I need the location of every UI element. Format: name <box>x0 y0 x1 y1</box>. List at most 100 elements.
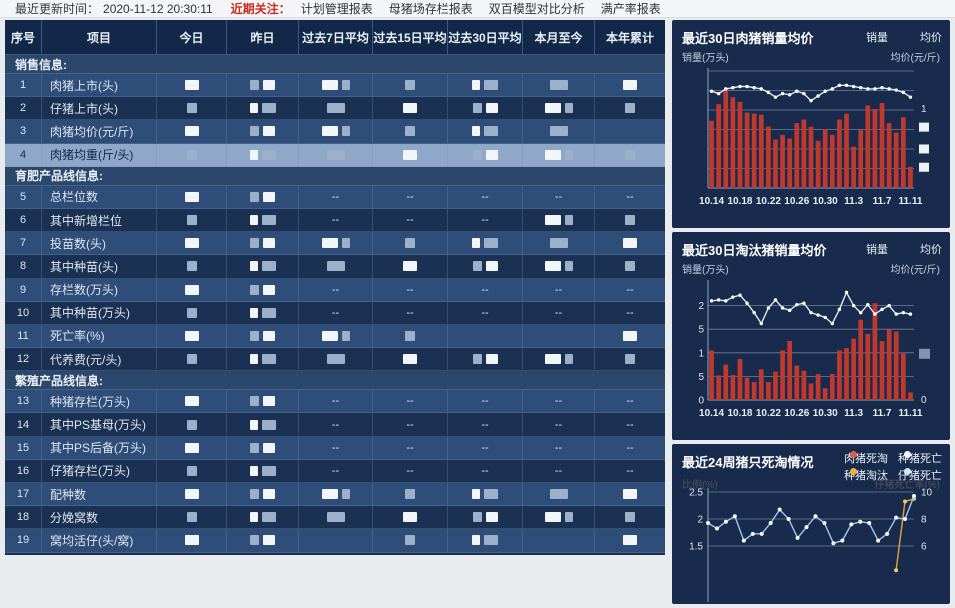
table-row[interactable]: 13 种猪存栏(万头) -- -- -- -- -- <box>5 390 665 414</box>
chart1-legend-volume[interactable]: 销量 <box>842 29 888 45</box>
chart3-legend-3[interactable]: 仔猪死亡 <box>898 467 942 483</box>
table-row[interactable]: 14 其中PS基母(万头) -- -- -- -- -- <box>5 413 665 437</box>
redacted-value <box>403 354 417 365</box>
redacted-value <box>544 512 561 523</box>
table-row[interactable]: 19 窝均活仔(头/窝) <box>5 529 665 553</box>
value-cell <box>595 97 665 119</box>
redacted-value <box>625 149 635 160</box>
redacted-value <box>564 103 573 114</box>
value-cell <box>299 529 373 552</box>
redacted-value <box>250 238 259 249</box>
redacted-value <box>485 149 498 160</box>
redacted-value <box>263 238 275 249</box>
table-row[interactable]: 10 其中种苗(万头) -- -- -- -- -- <box>5 301 665 325</box>
value-cell <box>595 144 665 166</box>
price-line <box>709 290 913 326</box>
chart2-legend-volume[interactable]: 销量 <box>842 241 888 257</box>
chart2-title: 最近30日淘汰猪销量均价 <box>682 243 827 258</box>
row-number: 3 <box>5 120 42 143</box>
column-header[interactable]: 过去15日平均 <box>373 20 448 55</box>
value-cell <box>448 324 523 348</box>
value-cell: -- <box>299 185 373 208</box>
redacted-value <box>249 465 258 476</box>
redacted-value <box>250 489 259 500</box>
value-cell <box>157 529 227 552</box>
value-cell <box>523 74 595 97</box>
table-row[interactable]: 15 其中PS后备(万头) -- -- -- -- -- <box>5 436 665 460</box>
value-cell: -- <box>523 459 595 482</box>
value-cell <box>299 506 373 529</box>
column-header[interactable]: 今日 <box>157 20 227 55</box>
value-cell <box>523 348 595 371</box>
value-cell <box>157 436 227 459</box>
series-仔猪死亡 <box>706 494 916 546</box>
table-row[interactable]: 3 肉猪均价(元/斤) <box>5 120 665 144</box>
report-link-0[interactable]: 计划管理报表 <box>300 2 373 16</box>
table-row[interactable]: 4 肉猪均重(斤/头) <box>5 143 665 167</box>
table-row[interactable]: 17 配种数 <box>5 483 665 507</box>
table-row[interactable]: 11 死亡率(%) <box>5 324 665 349</box>
report-link-2[interactable]: 双百模型对比分析 <box>488 2 585 16</box>
table-row[interactable]: 1 肉猪上市(头) <box>5 74 665 98</box>
column-header[interactable]: 昨日 <box>227 20 299 55</box>
redacted-value <box>184 284 199 295</box>
report-link-1[interactable]: 母猪场存栏报表 <box>388 2 473 16</box>
row-number: 13 <box>5 390 42 413</box>
chart1-legend-price[interactable]: 均价 <box>898 29 942 45</box>
volume-bars <box>709 88 913 188</box>
table-row[interactable]: 2 仔猪上市(头) <box>5 97 665 121</box>
redacted-value <box>263 80 275 91</box>
table-row[interactable]: 16 仔猪存栏(万头) -- -- -- -- -- <box>5 459 665 483</box>
table-row[interactable]: 6 其中新增栏位 -- -- -- <box>5 208 665 233</box>
table-row[interactable]: 8 其中种苗(头) <box>5 255 665 279</box>
table-row[interactable]: 9 存栏数(万头) -- -- -- -- -- <box>5 278 665 302</box>
y-axis-right-label: 仔猪死亡率(%) <box>874 480 940 491</box>
redacted-value <box>186 465 197 476</box>
column-header[interactable]: 本月至今 <box>523 20 595 55</box>
chart3-axis-labels: 比例(%) 仔猪死亡率(%) <box>682 476 940 491</box>
table-row[interactable]: 12 代养费(元/头) <box>5 348 665 372</box>
row-label: 仔猪存栏(万头) <box>42 459 157 482</box>
column-header[interactable]: 本年累计 <box>595 20 665 55</box>
column-header[interactable]: 序号 <box>5 20 42 55</box>
legend-label: 均价 <box>920 32 942 44</box>
column-header[interactable]: 过去30日平均 <box>448 20 523 55</box>
svg-text:8: 8 <box>921 515 927 526</box>
row-label: 肉猪上市(头) <box>42 74 157 97</box>
column-header[interactable]: 过去7日平均 <box>299 20 373 55</box>
redacted-value <box>184 126 199 137</box>
chart3-legend-0[interactable]: 肉猪死淘 <box>844 450 888 466</box>
redacted-value <box>250 80 259 91</box>
chart2-legend-price[interactable]: 均价 <box>898 241 942 257</box>
report-link-3[interactable]: 满产率报表 <box>600 2 661 16</box>
value-cell: -- <box>373 459 448 482</box>
value-cell <box>299 232 373 255</box>
redacted-value <box>472 512 482 523</box>
table-row[interactable]: 7 投苗数(头) <box>5 232 665 256</box>
table-row[interactable]: 18 分娩窝数 <box>5 506 665 530</box>
svg-text:11.11: 11.11 <box>898 196 922 207</box>
redacted-value <box>623 535 637 546</box>
row-number: 1 <box>5 74 42 97</box>
redacted-value <box>326 354 345 365</box>
column-header[interactable]: 项目 <box>42 20 157 55</box>
chart3-legend-1[interactable]: 种猪死亡 <box>898 450 942 466</box>
row-label: 其中种苗(头) <box>42 255 157 278</box>
value-cell <box>523 255 595 278</box>
value-cell <box>227 390 299 413</box>
redacted-value <box>261 307 276 318</box>
chart3-legend-2[interactable]: 种猪淘汰 <box>844 467 888 483</box>
value-cell <box>157 185 227 208</box>
value-cell <box>157 459 227 482</box>
table-row[interactable]: 5 总栏位数 -- -- -- -- -- <box>5 185 665 209</box>
value-cell <box>227 232 299 255</box>
y-axis-right-label: 均价(元/斤) <box>890 53 940 64</box>
value-cell: -- <box>448 301 523 324</box>
chart1-axis-labels: 销量(万头) 均价(元/斤) <box>682 49 940 64</box>
redacted-value <box>403 103 417 114</box>
redacted-value <box>623 238 637 249</box>
value-cell <box>157 301 227 324</box>
redacted-value <box>186 215 197 226</box>
value-cell: -- <box>448 390 523 413</box>
redacted-value <box>341 489 350 500</box>
